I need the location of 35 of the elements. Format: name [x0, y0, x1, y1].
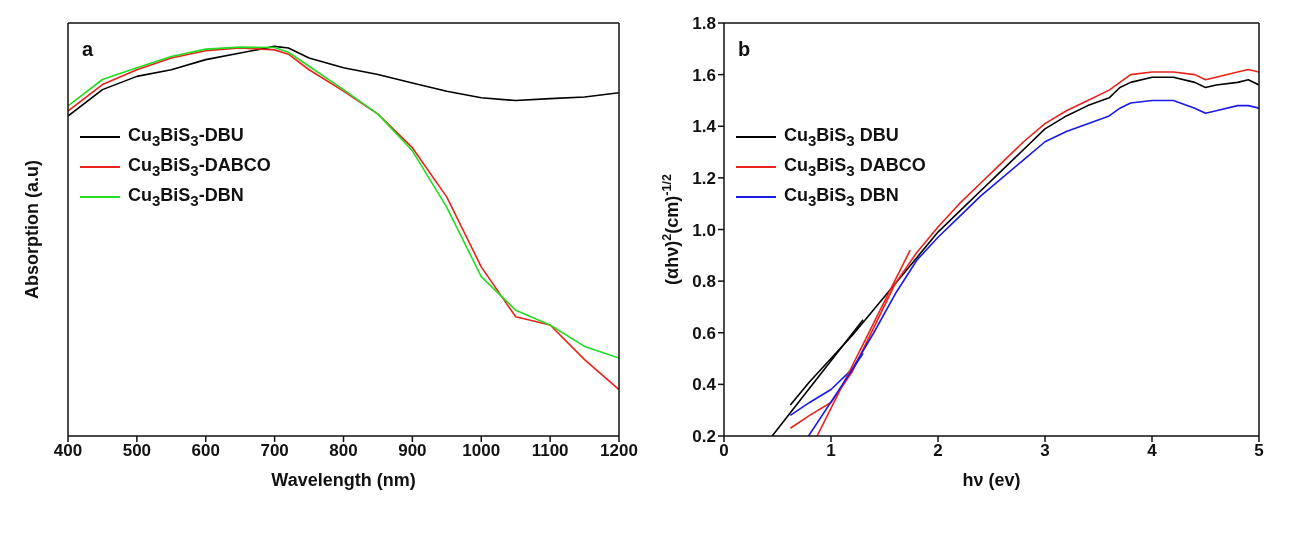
text: b [738, 38, 751, 60]
x-tick-label: 1000 [462, 441, 501, 461]
y-tick-label: 0.2 [692, 427, 716, 447]
legend-label: Cu$_{3}$BiS$_{3}$ DBN [784, 185, 899, 209]
legend-label: Cu$_{3}$BiS$_{3}$ DABCO [784, 155, 926, 179]
x-axis-title: hν (ev) [962, 470, 1021, 490]
x-tick-label: 4 [1147, 441, 1158, 461]
y-tick-label: 1.2 [692, 168, 716, 188]
legend-label: Cu$_{3}$BiS$_{3}$-DABCO [128, 155, 271, 179]
chart-title: a [82, 38, 94, 60]
x-tick-label: 500 [122, 441, 152, 461]
legend-label: Cu$_{3}$BiS$_{3}$ DBU [784, 125, 899, 149]
x-tick-label: 0 [719, 441, 729, 461]
y-tick-label: 0.4 [692, 375, 717, 395]
x-tick-label: 600 [191, 441, 220, 461]
x-tick-label: 1 [826, 441, 836, 461]
legend-label: Cu$_{3}$BiS$_{3}$-DBN [128, 185, 244, 209]
x-tick-label: 800 [329, 441, 358, 461]
y-tick-label: 0.8 [692, 272, 716, 292]
x-tick-label: 2 [933, 441, 943, 461]
x-tick-label: 700 [260, 441, 289, 461]
x-tick-label: 3 [1040, 441, 1050, 461]
x-axis-title: Wavelength (nm) [271, 470, 416, 490]
y-tick-label: 0.6 [692, 323, 716, 343]
y-tick-label: 1.8 [692, 14, 716, 34]
x-tick-label: 1200 [600, 441, 638, 461]
y-tick-label: 1.6 [692, 65, 716, 85]
y-axis-title: Absorption (a.u) [22, 160, 42, 299]
x-tick-label: 400 [53, 441, 83, 461]
y-tick-label: 1.0 [692, 220, 716, 240]
y-tick-label: 1.4 [692, 117, 717, 137]
x-tick-label: 900 [398, 441, 427, 461]
x-tick-label: 5 [1254, 441, 1264, 461]
legend-label: Cu$_{3}$BiS$_{3}$-DBU [128, 125, 244, 149]
x-tick-label: 1100 [531, 441, 569, 461]
